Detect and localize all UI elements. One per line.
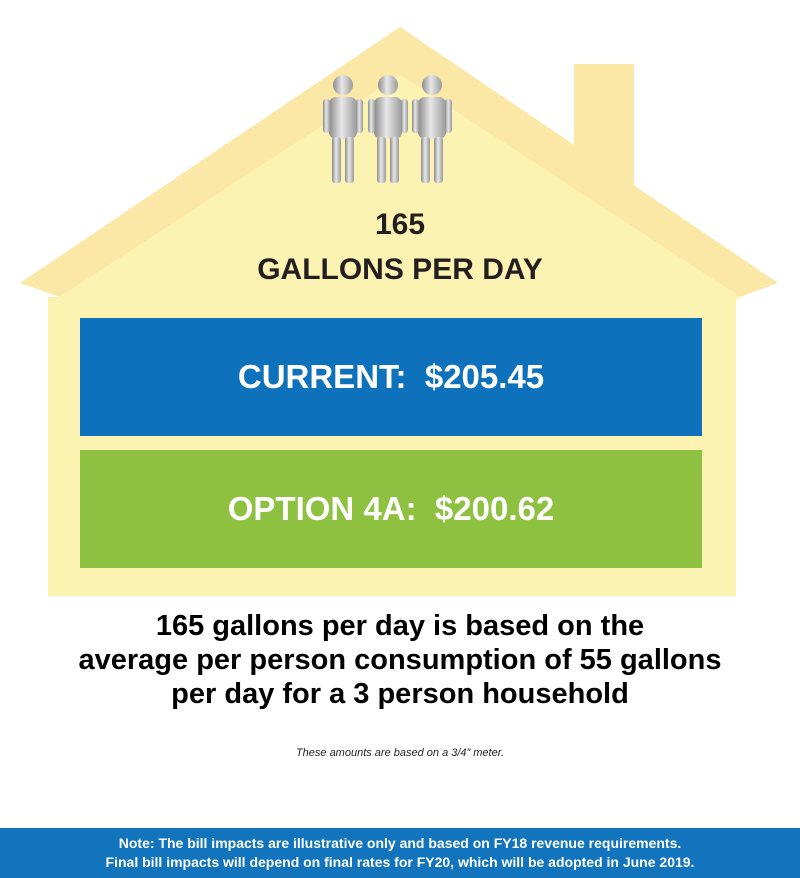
option-rate-label: OPTION 4A: $200.62 <box>227 490 555 527</box>
current-rate-label: CURRENT: $205.45 <box>237 358 545 395</box>
footer-line: Final bill impacts will depend on final … <box>105 854 695 870</box>
meter-note: These amounts are based on a 3/4” meter. <box>295 747 505 759</box>
explanation-line: per day for a 3 person household <box>171 678 629 710</box>
footer-note: Note: The bill impacts are illustrative … <box>0 828 800 878</box>
usage-value: 165 <box>374 208 426 241</box>
usage-explanation: 165 gallons per day is based on the aver… <box>0 609 800 711</box>
usage-unit: GALLONS PER DAY <box>257 253 543 286</box>
roof <box>20 27 778 297</box>
three-people-icon <box>323 75 452 183</box>
explanation-line: average per person consumption of 55 gal… <box>78 644 722 676</box>
explanation-line: 165 gallons per day is based on the <box>155 610 645 642</box>
current-rate-panel: CURRENT: $205.45 <box>80 318 702 436</box>
option-rate-panel: OPTION 4A: $200.62 <box>80 450 702 568</box>
footer-line: Note: The bill impacts are illustrative … <box>118 835 682 851</box>
